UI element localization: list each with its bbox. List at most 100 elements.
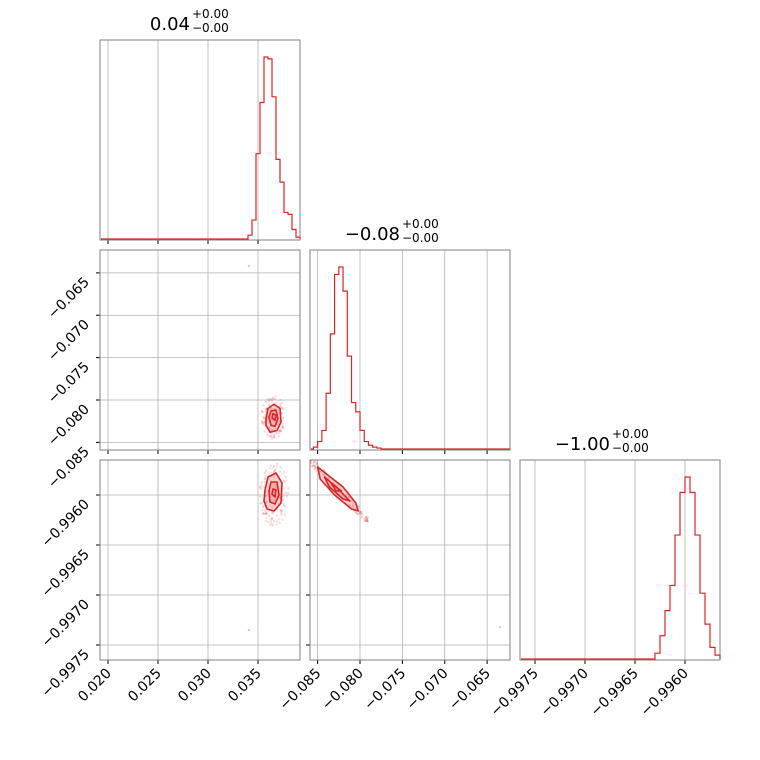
- sample-point: [322, 468, 325, 471]
- y-tick-label: −0.9970: [39, 597, 93, 651]
- sample-point: [270, 517, 273, 520]
- sample-point: [323, 474, 326, 477]
- sample-point: [280, 401, 283, 404]
- sample-point: [269, 521, 272, 524]
- sample-point: [355, 512, 358, 515]
- sample-point: [276, 462, 279, 465]
- sample-point: [272, 505, 275, 508]
- sample-point: [274, 397, 277, 400]
- sample-point: [274, 395, 277, 398]
- histogram-step-line: [521, 476, 721, 660]
- y-tick-label: −0.9960: [39, 497, 93, 551]
- sample-point: [278, 497, 281, 500]
- sample-point: [351, 505, 354, 508]
- sample-point: [268, 467, 271, 470]
- sample-point: [283, 480, 286, 483]
- outlier-point: [498, 626, 501, 628]
- sample-point: [269, 435, 272, 438]
- sample-point: [272, 436, 275, 439]
- sample-point: [315, 461, 318, 464]
- sample-point: [265, 512, 268, 515]
- sample-point: [310, 465, 313, 468]
- panel-content: [306, 456, 501, 628]
- sample-point: [306, 456, 308, 458]
- sample-point: [284, 476, 287, 479]
- sample-point: [268, 478, 271, 481]
- sample-point: [275, 465, 278, 468]
- y-tick-label: −0.065: [45, 274, 93, 322]
- panel-frame: [99, 249, 301, 451]
- sample-point: [363, 518, 366, 521]
- sample-point: [261, 411, 264, 414]
- sample-point: [365, 518, 368, 521]
- sample-point: [278, 420, 281, 423]
- sample-point: [313, 460, 316, 463]
- panel-frame: [519, 459, 721, 661]
- x-tick-label: −0.9965: [588, 666, 642, 720]
- sample-point: [263, 420, 266, 423]
- sample-point: [273, 433, 276, 436]
- sample-point: [349, 501, 352, 504]
- sample-point: [274, 474, 277, 477]
- sample-point: [333, 481, 336, 484]
- sample-point: [260, 420, 263, 423]
- panel-frame: [99, 39, 301, 241]
- sample-point: [366, 515, 369, 518]
- sample-point: [360, 511, 363, 514]
- sample-point: [345, 502, 348, 505]
- histogram-panel-2: [519, 459, 721, 664]
- sample-point: [279, 429, 282, 432]
- sample-point: [278, 405, 281, 408]
- sample-point: [280, 513, 283, 516]
- sample-point: [266, 407, 269, 410]
- sample-point: [314, 465, 317, 468]
- sample-point: [265, 501, 268, 504]
- sample-point: [269, 504, 272, 507]
- sample-point: [268, 399, 271, 402]
- sample-point: [319, 470, 322, 473]
- sample-point: [283, 513, 286, 516]
- sample-point: [351, 505, 354, 508]
- sample-point: [351, 502, 354, 505]
- sample-point: [312, 461, 315, 464]
- sample-point: [262, 512, 265, 515]
- x-tick-label: 0.035: [225, 666, 265, 706]
- sample-point: [260, 481, 263, 484]
- sample-point: [358, 510, 361, 513]
- sample-point: [269, 398, 272, 401]
- sample-point: [281, 427, 284, 430]
- sample-point: [259, 496, 262, 499]
- sample-point: [262, 512, 265, 515]
- sample-point: [283, 504, 286, 507]
- x-tick-label: 0.025: [125, 666, 165, 706]
- sample-point: [269, 523, 272, 526]
- sample-point: [262, 421, 265, 424]
- sample-point: [280, 509, 283, 512]
- x-tick-label: −0.9970: [538, 666, 592, 720]
- scatter-panel-1-2: [306, 456, 511, 664]
- sample-point: [351, 504, 354, 507]
- sample-point: [263, 430, 266, 433]
- contour-line: [271, 488, 277, 498]
- sample-point: [279, 420, 282, 423]
- sample-point: [266, 407, 269, 410]
- sample-point: [280, 413, 283, 416]
- sample-point: [279, 470, 282, 473]
- sample-point: [272, 427, 275, 430]
- sample-point: [259, 486, 262, 489]
- sample-point: [314, 466, 317, 469]
- sample-point: [272, 511, 275, 514]
- sample-point: [366, 519, 369, 522]
- sample-point: [282, 502, 285, 505]
- sample-point: [271, 466, 274, 469]
- sample-point: [271, 510, 274, 513]
- sample-point: [262, 404, 265, 407]
- sample-point: [335, 483, 338, 486]
- param-title-0: 0.04 +0.00−0.00: [150, 7, 229, 35]
- scatter-panel-0-2: [96, 459, 301, 664]
- sample-point: [280, 407, 283, 410]
- contour-line: [330, 482, 343, 492]
- panel-content: [248, 462, 290, 631]
- param-title-err-minus: −0.00: [192, 21, 229, 35]
- sample-point: [266, 417, 269, 420]
